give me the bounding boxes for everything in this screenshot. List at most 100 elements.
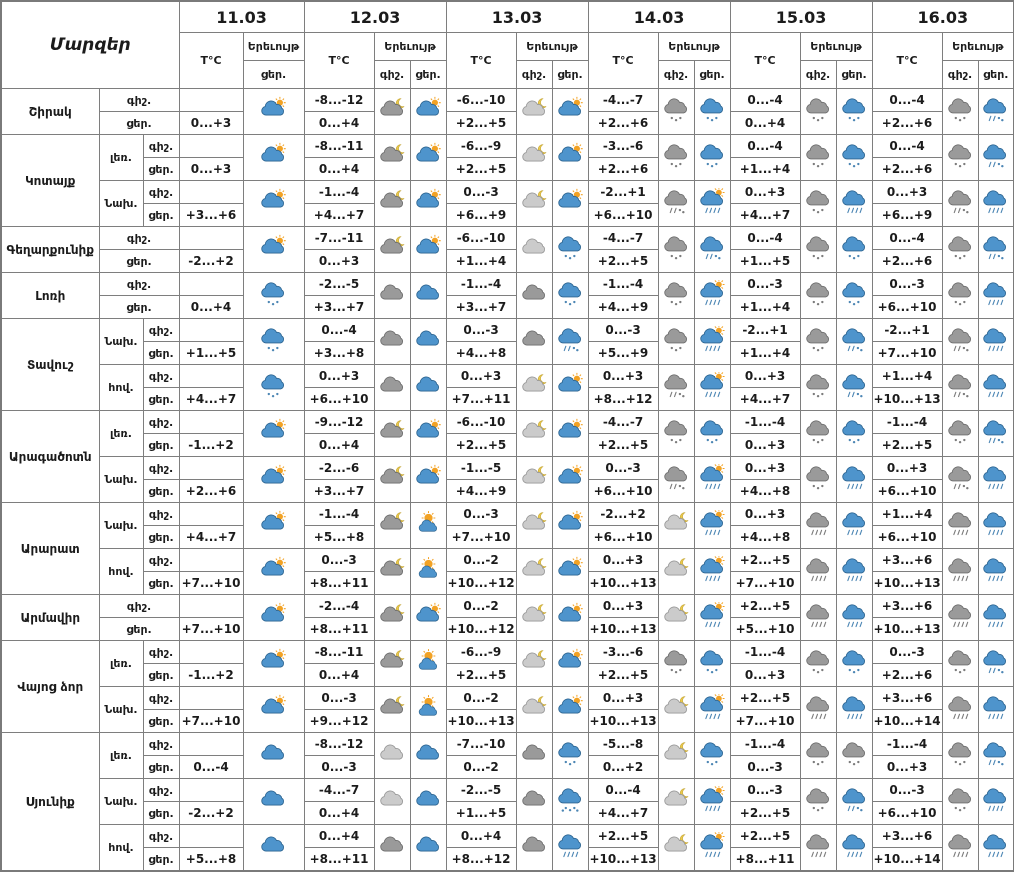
day-icon-cell <box>409 410 447 457</box>
cloud-gray-snow-icon <box>804 142 833 169</box>
date-header: 11.03 <box>178 0 305 33</box>
night-temp <box>178 502 244 526</box>
day-icon-cell <box>242 88 305 135</box>
day-icon-cell <box>242 640 305 687</box>
moon-cloud-dark-icon <box>378 234 407 261</box>
zone-name: լեռ. <box>98 410 144 457</box>
day-temp: +3...+7 <box>303 295 375 319</box>
day-temp: +4...+8 <box>729 479 801 503</box>
cloud-gray-icon <box>520 740 549 767</box>
night-temp <box>178 778 244 802</box>
night-icon-cell <box>941 180 979 227</box>
night-icon-cell <box>799 226 837 273</box>
day-icon-cell <box>242 502 305 549</box>
cloud-blue-snow-icon <box>840 280 869 307</box>
day-temp: +2...+6 <box>871 111 943 135</box>
cloud-blue-rain-icon <box>981 832 1010 859</box>
day-icon-cell <box>242 180 305 227</box>
day-temp: +3...+7 <box>303 479 375 503</box>
day-icon-cell <box>693 594 731 641</box>
day-icon-cell <box>835 456 873 503</box>
night-temp <box>178 134 244 158</box>
sun-cloud-rain-icon <box>698 694 727 721</box>
forecast-row-night: Սյունիք լեռ. գիշ. -8...-12 -7...-10 -5...-8 -1… <box>0 732 1014 872</box>
cloud-gray-snow-icon <box>804 418 833 445</box>
day-icon-cell <box>551 732 589 779</box>
night-icon-cell <box>799 410 837 457</box>
day-icon-cell <box>409 502 447 549</box>
temp-header: T°C <box>729 32 801 89</box>
cloud-blue-rain-icon <box>840 694 869 721</box>
forecast-row-night: Նախ. գիշ. -1...-4 0...-3 -2...+1 0...+3 0...+3 <box>1 180 1014 227</box>
temp-header: T°C <box>303 32 375 89</box>
cloud-blue-snow-icon <box>259 372 288 399</box>
cloud-gray-snow-icon <box>804 464 833 491</box>
sun-cloud-icon <box>259 188 288 215</box>
night-icon-cell <box>515 778 553 825</box>
day-temp: +10...+13 <box>871 617 943 641</box>
night-temp: 0...+3 <box>587 686 659 710</box>
night-icon-cell <box>373 824 411 872</box>
moon-cloud-light-icon <box>662 740 691 767</box>
night-icon-cell <box>799 548 837 595</box>
day-icon-cell <box>693 272 731 319</box>
moon-cloud-dark-icon <box>378 188 407 215</box>
day-icon-cell <box>551 778 589 825</box>
night-temp: +3...+6 <box>871 548 943 572</box>
night-icon-cell <box>373 318 411 365</box>
night-icon-cell <box>799 364 837 411</box>
cloud-gray-rain-icon <box>804 694 833 721</box>
sun-cloud-rain-icon <box>698 556 727 583</box>
day-icon-cell <box>977 88 1014 135</box>
night-temp: -3...-6 <box>587 640 659 664</box>
day-temp: +4...+9 <box>445 479 517 503</box>
cloud-gray-sleet-icon <box>946 372 975 399</box>
night-temp: -2...-4 <box>303 594 375 618</box>
day-temp: +6...+10 <box>587 525 659 549</box>
day-row-label: ցեր. <box>142 433 180 457</box>
night-icon-cell <box>373 548 411 595</box>
night-temp: -8...-12 <box>303 732 375 756</box>
cloud-gray-sleet-icon <box>662 464 691 491</box>
cloud-gray-snow-icon <box>946 418 975 445</box>
day-icon-cell <box>977 824 1014 872</box>
day-temp: +2...+5 <box>871 433 943 457</box>
cloud-blue-rain-icon <box>981 464 1010 491</box>
day-icon-cell <box>242 272 305 319</box>
day-temp: +4...+7 <box>729 203 801 227</box>
moon-cloud-light-icon <box>662 556 691 583</box>
date-header: 14.03 <box>587 0 731 33</box>
cloud-blue-icon <box>259 740 288 767</box>
day-temp: 0...+4 <box>303 433 375 457</box>
day-icon-cell <box>409 548 447 595</box>
day-temp: +4...+7 <box>178 387 244 411</box>
sun-cloud-icon <box>556 142 585 169</box>
cloud-gray-snow-icon <box>804 326 833 353</box>
day-temp: +6...+10 <box>587 479 659 503</box>
moon-cloud-light-icon <box>520 648 549 675</box>
day-temp: +2...+5 <box>729 801 801 825</box>
cloud-blue-snow-icon <box>698 142 727 169</box>
night-temp <box>178 318 244 342</box>
night-icon-cell <box>657 594 695 641</box>
day-icon-cell <box>835 594 873 641</box>
night-row-label: գիշ. <box>142 824 180 848</box>
cloud-gray-icon <box>520 326 549 353</box>
sun-cloud-icon <box>259 510 288 537</box>
day-icon-cell <box>977 226 1014 273</box>
moon-cloud-dark-icon <box>378 602 407 629</box>
cloud-blue-snow-icon <box>840 96 869 123</box>
night-temp: 0...-3 <box>587 456 659 480</box>
night-icon-cell <box>515 640 553 687</box>
cloud-blue-sleet-icon <box>981 96 1010 123</box>
forecast-row-day: ցեր. 0...-4 0...-3 0...-2 0...+2 0...-3 0...+3 <box>1 755 1014 779</box>
day-temp: -2...+2 <box>178 801 244 825</box>
night-icon-cell <box>799 640 837 687</box>
cloud-gray-snow-icon <box>804 188 833 215</box>
day-temp: +7...+10 <box>178 617 244 641</box>
night-icon-cell <box>657 226 695 273</box>
day-temp: 0...+4 <box>178 295 244 319</box>
day-icon-cell <box>693 318 731 365</box>
day-temp: 0...+4 <box>729 111 801 135</box>
night-row-label: գիշ. <box>142 180 180 204</box>
